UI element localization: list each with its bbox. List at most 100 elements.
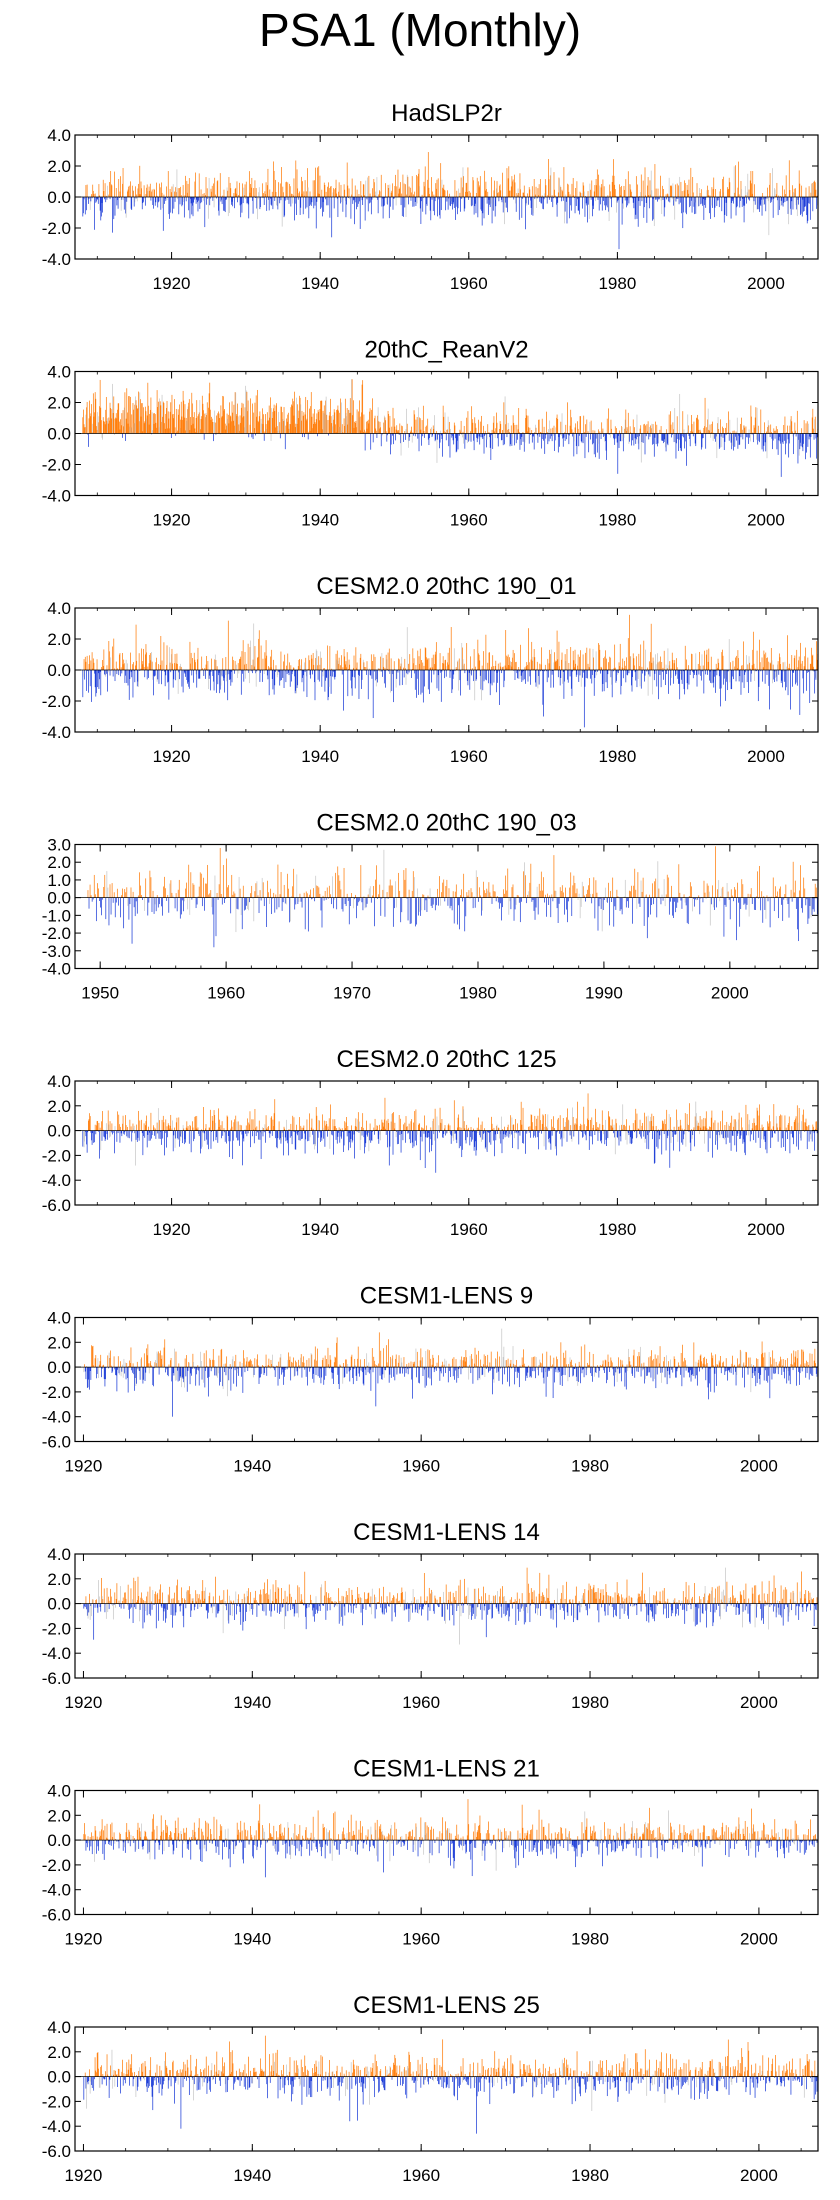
bar (115, 1130, 117, 1134)
bar (660, 656, 661, 670)
bar (616, 670, 617, 681)
bar (474, 897, 476, 908)
bar (385, 897, 387, 899)
bar (405, 433, 406, 440)
bar (178, 414, 180, 434)
bar (642, 670, 643, 674)
bar (109, 182, 110, 197)
bar (796, 410, 798, 434)
bar (746, 670, 748, 683)
bar (237, 1130, 238, 1141)
bar (305, 891, 307, 898)
bar (570, 409, 572, 434)
bar (599, 185, 601, 197)
bar (155, 422, 157, 434)
bar (395, 670, 397, 688)
bar (209, 670, 211, 676)
bar (347, 185, 349, 197)
bar (144, 197, 146, 206)
bar (312, 897, 313, 899)
bar (85, 661, 87, 670)
bar (484, 433, 486, 436)
bar (437, 433, 438, 440)
bar (285, 182, 287, 197)
bar (547, 433, 549, 445)
bar (269, 667, 271, 670)
bar (118, 421, 120, 434)
bar (367, 421, 368, 434)
bar (298, 897, 300, 902)
bar (330, 670, 331, 677)
bar (224, 670, 225, 693)
bar (663, 188, 664, 197)
bar (400, 197, 402, 206)
bar (323, 1120, 325, 1131)
bar (720, 670, 721, 707)
bar (509, 432, 510, 434)
bar (559, 178, 560, 197)
bar (683, 433, 684, 438)
bar (710, 432, 712, 434)
bar (367, 668, 368, 670)
bar (487, 890, 489, 898)
bar (805, 423, 807, 434)
bar (643, 424, 645, 434)
bar (291, 404, 292, 434)
bar (353, 400, 354, 434)
bar (486, 888, 488, 898)
bar (646, 670, 648, 672)
bar (208, 894, 210, 898)
bar (483, 670, 485, 682)
bar (318, 420, 320, 434)
bar (221, 897, 223, 905)
bar (227, 887, 228, 898)
bar (139, 1120, 141, 1131)
bar (182, 1125, 184, 1131)
bar (197, 197, 199, 212)
bar (447, 197, 449, 210)
bar (150, 197, 152, 201)
bar (613, 175, 615, 197)
bar (235, 1130, 237, 1138)
bar (169, 428, 170, 434)
bar (242, 885, 244, 898)
bar (292, 1130, 294, 1132)
bar (559, 433, 560, 447)
bar (91, 897, 93, 902)
bar (575, 197, 577, 206)
bar (766, 197, 768, 199)
bar (491, 429, 493, 434)
bar (680, 181, 682, 197)
bar (288, 428, 290, 434)
bar (539, 432, 541, 434)
bar (292, 398, 294, 434)
bar (606, 197, 608, 208)
bar (206, 402, 208, 434)
bar (738, 670, 740, 682)
bar (341, 197, 342, 203)
bar (255, 188, 257, 197)
bar (652, 197, 653, 221)
bar (139, 872, 140, 898)
bar (253, 623, 255, 670)
bar (535, 424, 536, 434)
bar (274, 897, 276, 913)
bar (779, 433, 781, 442)
bar (244, 184, 246, 197)
bar (353, 655, 355, 670)
bar (622, 197, 624, 204)
bar (130, 427, 132, 434)
bar (456, 897, 458, 925)
bar (116, 888, 118, 898)
bar (803, 197, 804, 212)
bar (798, 170, 800, 197)
bar (398, 872, 399, 898)
bar (400, 433, 401, 444)
bar (253, 897, 255, 922)
bar (91, 404, 92, 434)
bar (127, 191, 128, 197)
bar (218, 670, 220, 673)
bar (155, 1130, 157, 1139)
bar (575, 187, 577, 197)
bar (772, 433, 774, 441)
